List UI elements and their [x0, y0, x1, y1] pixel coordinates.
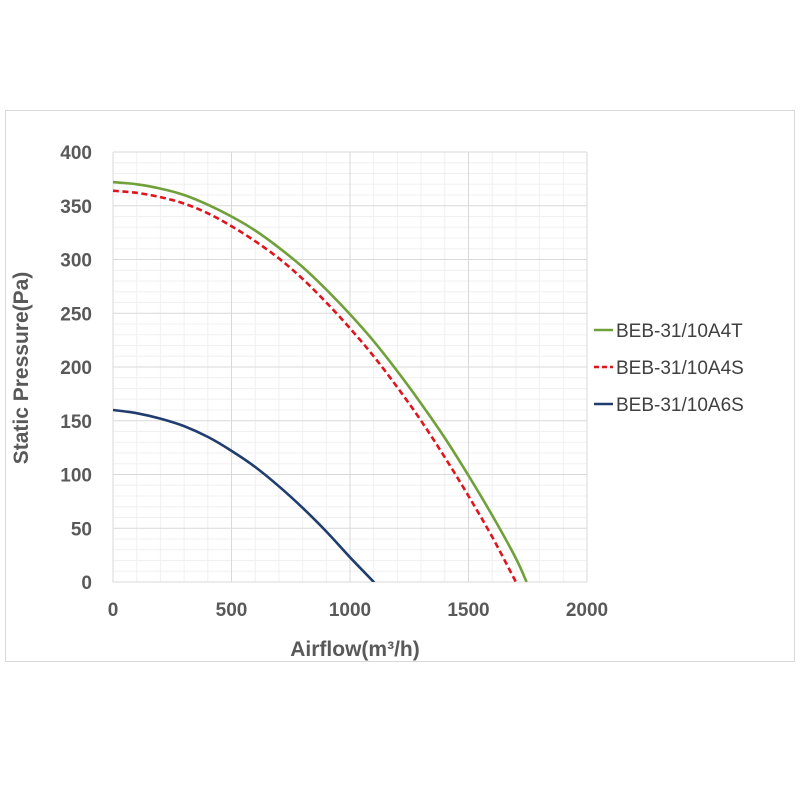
x-axis-title: Airflow(m³/h) — [290, 638, 419, 661]
y-tick-label: 300 — [60, 251, 92, 272]
x-tick-label: 1500 — [447, 600, 489, 621]
y-tick-label: 50 — [71, 519, 92, 540]
y-tick-label: 150 — [60, 412, 92, 433]
y-axis-title: Static Pressure(Pa) — [10, 272, 33, 465]
major-gridlines — [112, 151, 588, 583]
x-tick-label: 500 — [216, 600, 248, 621]
y-tick-label: 250 — [60, 304, 92, 325]
x-tick-label: 0 — [108, 600, 119, 621]
x-axis-ticks: 0 500 1000 1500 2000 — [108, 600, 608, 621]
y-tick-label: 350 — [60, 197, 92, 218]
legend-label-3: BEB-31/10A6S — [616, 395, 744, 416]
x-tick-label: 2000 — [566, 600, 608, 621]
series-line-1 — [113, 180, 528, 582]
y-tick-label: 0 — [81, 573, 92, 594]
y-tick-label: 400 — [60, 143, 92, 164]
legend-label-1: BEB-31/10A4T — [616, 321, 743, 342]
legend-label-2: BEB-31/10A4S — [616, 358, 744, 379]
x-tick-label: 1000 — [329, 600, 371, 621]
legend: BEB-31/10A4T BEB-31/10A4S BEB-31/10A6S — [594, 321, 744, 416]
series-line-2 — [113, 189, 518, 582]
series-line-3 — [113, 408, 376, 582]
y-axis-ticks: 0 50 100 150 200 250 300 350 400 — [60, 143, 92, 594]
y-tick-label: 100 — [60, 466, 92, 487]
series-lines — [113, 180, 528, 582]
y-tick-label: 200 — [60, 358, 92, 379]
